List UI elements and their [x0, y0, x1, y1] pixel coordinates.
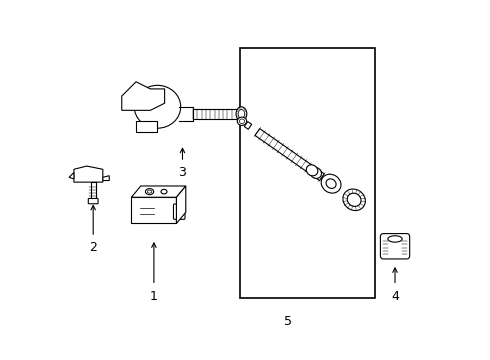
Ellipse shape	[161, 189, 167, 194]
Polygon shape	[69, 172, 74, 179]
Polygon shape	[245, 122, 252, 129]
Text: 1: 1	[150, 289, 158, 303]
Polygon shape	[136, 121, 157, 132]
Ellipse shape	[147, 190, 152, 193]
Ellipse shape	[310, 167, 321, 179]
Ellipse shape	[306, 165, 318, 176]
Text: 2: 2	[89, 241, 97, 255]
Polygon shape	[103, 176, 109, 180]
Text: 4: 4	[391, 289, 399, 303]
FancyBboxPatch shape	[173, 204, 185, 219]
FancyBboxPatch shape	[88, 198, 98, 204]
Ellipse shape	[343, 189, 366, 211]
Ellipse shape	[237, 117, 246, 125]
Ellipse shape	[238, 109, 245, 118]
Text: 5: 5	[284, 315, 292, 328]
Ellipse shape	[134, 85, 181, 128]
Ellipse shape	[240, 119, 245, 123]
FancyBboxPatch shape	[380, 234, 410, 259]
Bar	[131, 197, 176, 224]
Ellipse shape	[236, 107, 247, 121]
Polygon shape	[122, 82, 165, 111]
Ellipse shape	[326, 179, 336, 188]
Ellipse shape	[321, 174, 341, 193]
Text: 3: 3	[178, 166, 186, 179]
Polygon shape	[255, 129, 324, 181]
Ellipse shape	[388, 236, 402, 242]
Ellipse shape	[146, 189, 154, 195]
Polygon shape	[74, 166, 103, 182]
Bar	[240, 48, 375, 298]
Polygon shape	[176, 186, 186, 224]
Ellipse shape	[347, 193, 361, 206]
Polygon shape	[131, 186, 186, 197]
